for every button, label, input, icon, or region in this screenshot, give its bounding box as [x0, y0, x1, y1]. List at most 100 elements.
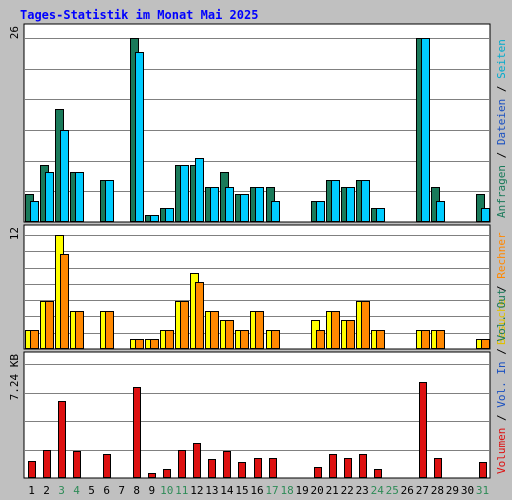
legend-label-4: Seiten	[495, 39, 508, 79]
series-volumen	[28, 382, 487, 478]
x-tick-label: 1	[28, 484, 35, 497]
bar-volumen-day-23	[359, 454, 367, 478]
x-tick-label: 23	[356, 484, 369, 497]
bar-dateien-day-27	[421, 38, 430, 222]
panel-legend: Volumen / Vol. In / Vol. Out	[495, 289, 508, 474]
bar-rechner-day-20	[316, 330, 325, 349]
x-tick-label: 29	[446, 484, 459, 497]
bar-rechner-day-31	[481, 339, 490, 349]
bar-dateien-day-22	[346, 187, 355, 222]
bar-volumen-day-27	[419, 382, 427, 478]
bar-rechner-day-2	[45, 301, 54, 349]
bar-volumen-day-12	[193, 443, 201, 478]
bar-volumen-day-20	[314, 467, 322, 478]
bar-rechner-day-15	[240, 330, 249, 349]
bar-dateien-day-24	[376, 208, 385, 222]
x-tick-label: 2	[43, 484, 50, 497]
bar-dateien-day-3	[60, 130, 69, 222]
bar-dateien-day-2	[45, 172, 54, 222]
bar-volumen-day-31	[479, 462, 487, 478]
bar-rechner-day-9	[150, 339, 159, 349]
bar-dateien-day-6	[105, 180, 114, 222]
x-tick-label: 15	[235, 484, 248, 497]
bar-dateien-day-17	[271, 201, 280, 222]
x-tick-label: 20	[310, 484, 323, 497]
bar-dateien-day-21	[331, 180, 340, 222]
bar-volumen-day-14	[223, 451, 231, 478]
x-tick-label: 31	[476, 484, 489, 497]
bar-rechner-day-28	[436, 330, 445, 349]
bar-rechner-day-6	[105, 311, 114, 349]
bar-volumen-day-8	[133, 387, 141, 478]
legend-label-2: Rechner	[495, 232, 508, 279]
panel-frame	[23, 351, 491, 479]
panel-hits-files: 26 Anfragen / Dateien / Seiten	[8, 23, 508, 223]
x-tick-label: 24	[371, 484, 385, 497]
bar-rechner-day-17	[271, 330, 280, 349]
bar-rechner-day-14	[225, 320, 234, 349]
bar-rechner-day-11	[180, 301, 189, 349]
x-tick-label: 17	[265, 484, 278, 497]
x-tick-label: 13	[205, 484, 218, 497]
x-tick-label: 27	[416, 484, 429, 497]
y-axis-max-label: 26	[8, 26, 21, 39]
y-axis-max-label: 12	[8, 227, 21, 240]
chart-title: Tages-Statistik im Monat Mai 2025	[20, 8, 258, 22]
y-axis-max-label: 7.24 KB	[8, 354, 21, 401]
bar-rechner-day-23	[361, 301, 370, 349]
x-tick-label: 25	[386, 484, 399, 497]
bar-volumen-day-2	[43, 450, 51, 478]
bar-dateien-day-31	[481, 208, 490, 222]
legend-label-1: /	[495, 279, 508, 299]
bar-dateien-day-13	[210, 187, 219, 222]
bar-dateien-day-9	[150, 215, 159, 222]
legend-label-3: /	[495, 342, 508, 362]
legend-label-0: Besuche	[495, 299, 508, 345]
legend-label-2: Dateien	[495, 99, 508, 145]
x-tick-label: 8	[133, 484, 140, 497]
bar-dateien-day-1	[30, 201, 39, 222]
bar-rechner-day-21	[331, 311, 340, 349]
x-tick-label: 7	[118, 484, 125, 497]
bar-volumen-day-15	[238, 462, 246, 478]
series-dateien	[30, 38, 490, 222]
x-tick-label: 14	[220, 484, 234, 497]
bar-rechner-day-4	[75, 311, 84, 349]
x-tick-label: 3	[58, 484, 65, 497]
panel-legend: Anfragen / Dateien / Seiten	[495, 39, 508, 218]
bar-rechner-day-22	[346, 320, 355, 349]
bar-volumen-day-6	[103, 454, 111, 478]
bar-dateien-day-14	[225, 187, 234, 222]
bar-volumen-day-28	[434, 458, 442, 478]
chart-panels: 26 Anfragen / Dateien / Seiten 12 Besuche /…	[8, 23, 508, 479]
x-tick-label: 18	[280, 484, 293, 497]
series-besuche	[25, 235, 485, 349]
panel-visits-sites: 12 Besuche / Rechner	[8, 224, 508, 350]
bar-dateien-day-28	[436, 201, 445, 222]
x-tick-label: 21	[326, 484, 339, 497]
bar-rechner-day-3	[60, 254, 69, 349]
bar-dateien-day-12	[195, 158, 204, 222]
legend-label-3: /	[495, 79, 508, 99]
series-anfragen	[25, 38, 485, 222]
bar-volumen-day-17	[269, 458, 277, 478]
x-tick-label: 30	[461, 484, 474, 497]
bar-volumen-day-3	[58, 401, 66, 478]
bar-dateien-day-4	[75, 172, 84, 222]
bar-dateien-day-20	[316, 201, 325, 222]
bar-dateien-day-10	[165, 208, 174, 222]
x-tick-label: 22	[341, 484, 354, 497]
bar-volumen-day-22	[344, 458, 352, 478]
x-tick-label: 9	[148, 484, 155, 497]
x-tick-label: 10	[160, 484, 173, 497]
bar-volumen-day-11	[178, 450, 186, 478]
bar-rechner-day-16	[255, 311, 264, 349]
x-tick-label: 5	[88, 484, 95, 497]
bar-dateien-day-23	[361, 180, 370, 222]
x-tick-label: 28	[431, 484, 444, 497]
panel-kbytes: 7.24 KB Volumen / Vol. In / Vol. Out	[8, 289, 508, 479]
bar-volumen-day-10	[163, 469, 171, 478]
bar-volumen-day-16	[254, 458, 262, 478]
bar-volumen-day-4	[73, 451, 81, 478]
x-tick-label: 16	[250, 484, 263, 497]
